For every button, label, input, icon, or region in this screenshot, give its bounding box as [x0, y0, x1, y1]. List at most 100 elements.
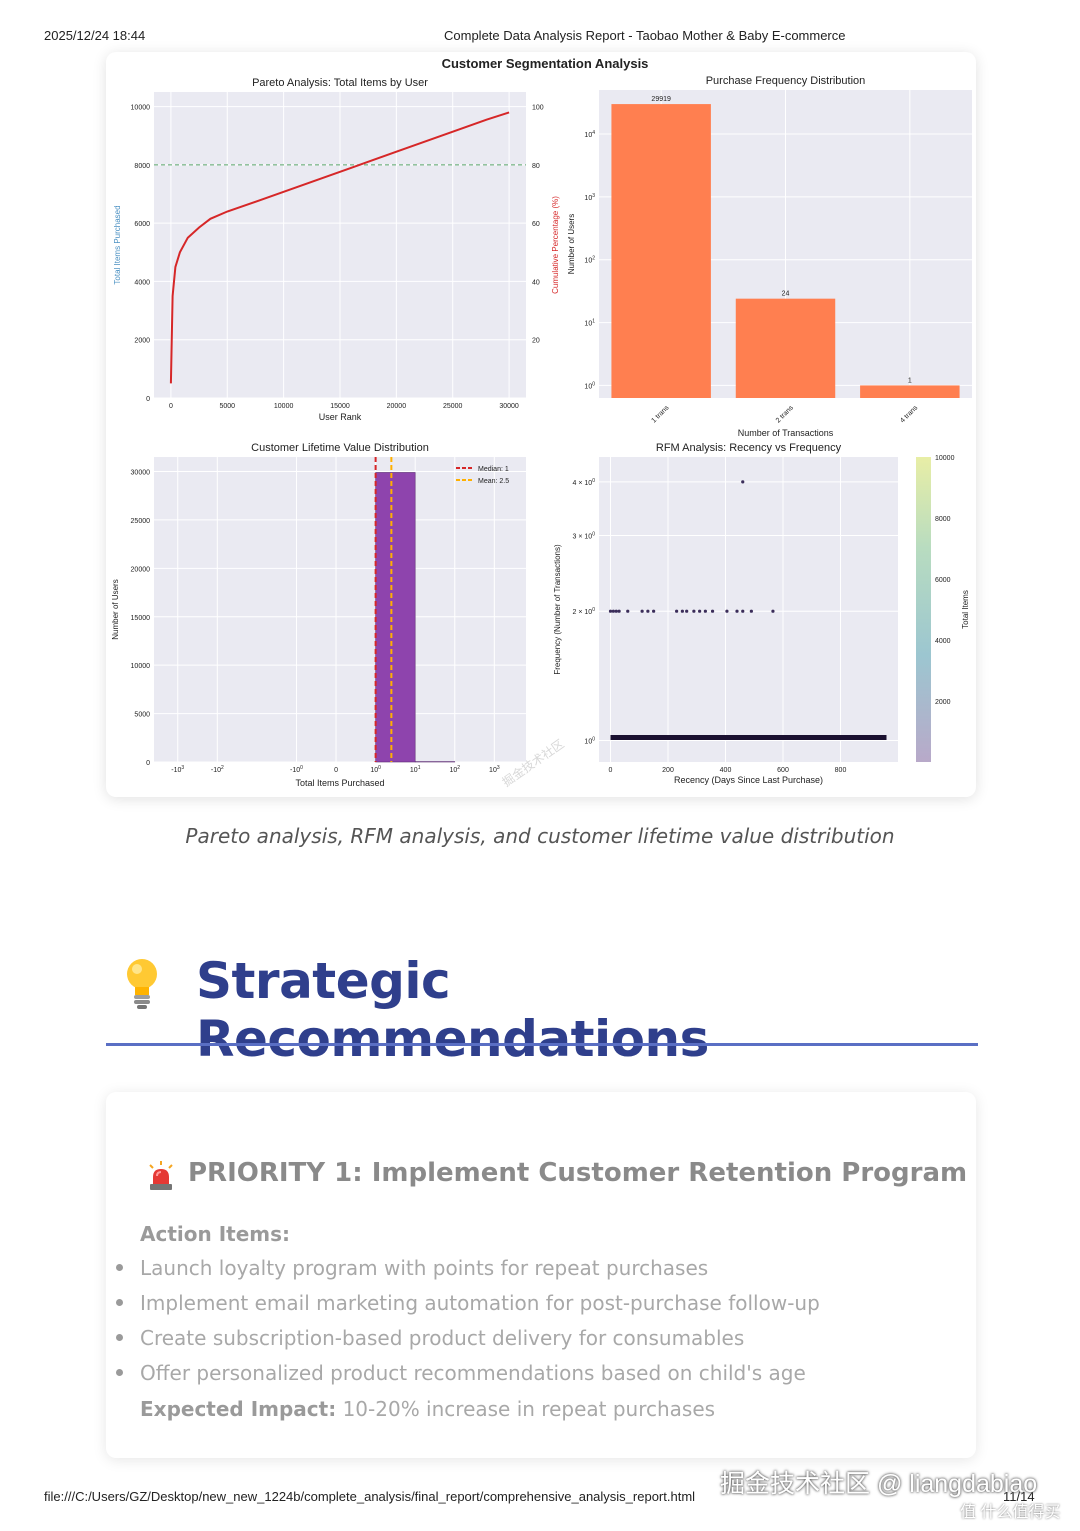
colorbar-tick-label: 4000	[935, 638, 951, 645]
y-tick-label: 0	[146, 396, 150, 403]
x-tick-label: 0	[169, 403, 173, 410]
priority-title: PRIORITY 1: Implement Customer Retention…	[188, 1158, 968, 1188]
bar	[735, 298, 836, 398]
y-axis-label: Total Items Purchased	[113, 205, 122, 284]
scatter-point	[652, 609, 656, 613]
action-item-text: Offer personalized product recommendatio…	[140, 1361, 806, 1385]
x-tick-label: 10000	[274, 403, 294, 410]
y-tick-label: 2 × 100	[573, 607, 596, 616]
section-title: Strategic Recommendations	[196, 952, 709, 1068]
scatter-point	[735, 609, 739, 613]
x-tick-label: -100	[290, 765, 303, 774]
plot-area	[154, 457, 526, 762]
colorbar-tick-label: 6000	[935, 577, 951, 584]
bar	[860, 385, 960, 398]
x-axis-label: Total Items Purchased	[295, 778, 384, 788]
y2-axis-label: Cumulative Percentage (%)	[551, 196, 560, 294]
bullet-icon	[116, 1264, 123, 1271]
y-tick-label: 0	[146, 760, 150, 767]
impact-label: Expected Impact:	[140, 1397, 337, 1421]
pareto-chart: 0 5000 10000 15000 20000 25000 30000 0 2000 4000 6…	[113, 77, 560, 422]
y2-tick-label: 100	[532, 105, 544, 112]
x-axis-label: Recency (Days Since Last Purchase)	[674, 775, 823, 785]
y-tick-label: 10000	[131, 663, 151, 670]
chart-title: RFM Analysis: Recency vs Frequency	[656, 442, 842, 454]
print-title: Complete Data Analysis Report - Taobao M…	[444, 28, 846, 43]
y-tick-label: 15000	[131, 615, 151, 622]
bullet-icon	[116, 1299, 123, 1306]
y-tick-label: 6000	[134, 221, 150, 228]
scatter-point	[614, 609, 618, 613]
colorbar-tick-label: 10000	[935, 455, 955, 462]
x-axis-label: User Rank	[319, 412, 362, 422]
x-tick-label: 103	[489, 765, 500, 774]
x-tick-label: 600	[777, 767, 789, 774]
segmentation-figure: Customer Segmentation Analysis 0 5000 1000…	[111, 56, 972, 789]
x-tick-label: -102	[211, 765, 224, 774]
y-tick-label: 5000	[134, 712, 150, 719]
x-tick-label: 15000	[330, 403, 350, 410]
y-tick-label: 3 × 100	[573, 532, 596, 541]
x-tick-label: 400	[720, 767, 732, 774]
y2-tick-label: 80	[532, 163, 540, 170]
action-item-text: Implement email marketing automation for…	[140, 1291, 820, 1315]
y-tick-label: 104	[584, 130, 595, 139]
scatter-point	[741, 609, 745, 613]
section-divider	[106, 1043, 978, 1046]
bar-data-label: 1	[908, 377, 912, 384]
x-tick-label: 100	[370, 765, 381, 774]
pareto-line	[169, 111, 510, 384]
action-items-label: Action Items:	[140, 1222, 290, 1246]
scatter-point	[626, 609, 630, 613]
plot-area	[599, 457, 898, 762]
page-number: 11/14	[1003, 1489, 1035, 1504]
y2-tick-label: 60	[532, 221, 540, 228]
scatter-point	[675, 609, 679, 613]
print-footer-path: file:///C:/Users/GZ/Desktop/new_new_1224…	[44, 1489, 696, 1504]
watermark-text: 掘金技术社区 @ liangdabiao	[720, 1470, 1038, 1498]
scatter-point	[710, 609, 715, 613]
colorbar-tick-label: 2000	[935, 699, 951, 706]
x-tick-label: 0	[334, 767, 338, 774]
y-axis-label: Number of Users	[111, 579, 120, 639]
colorbar-tick-label: 8000	[935, 516, 951, 523]
bullet-icon	[116, 1334, 123, 1341]
list-item: Launch loyalty program with points for r…	[116, 1256, 820, 1291]
y-tick-label: 102	[584, 256, 595, 265]
histogram-bar	[375, 472, 416, 763]
scatter-point	[703, 609, 707, 613]
scatter-point	[741, 480, 745, 484]
scatter-point	[725, 609, 729, 613]
legend-label: Median: 1	[478, 466, 509, 473]
scatter-point	[771, 609, 775, 613]
x-tick-label: 5000	[219, 403, 235, 410]
legend-label: Mean: 2.5	[478, 478, 509, 485]
scatter-point	[749, 609, 753, 613]
x-tick-label: 200	[662, 767, 674, 774]
list-item: Implement email marketing automation for…	[116, 1291, 820, 1326]
x-tick-label: 1 trans	[650, 404, 670, 424]
purchase-frequency-chart: 100 101 102 103 104 29919 1 trans 24 2 trans 1 4 t…	[567, 75, 972, 438]
figure-card: Customer Segmentation Analysis 0 5000 1000…	[106, 52, 976, 797]
y-axis-label: Number of Users	[567, 214, 576, 274]
siren-icon	[149, 1161, 173, 1190]
y-tick-label: 25000	[131, 518, 151, 525]
y-tick-label: 4000	[134, 279, 150, 286]
y-tick-label: 2000	[134, 338, 150, 345]
y-tick-label: 100	[584, 381, 595, 390]
bar-data-label: 24	[782, 291, 790, 298]
action-item-text: Launch loyalty program with points for r…	[140, 1256, 709, 1280]
scatter-point	[611, 609, 615, 613]
clv-distribution-chart: 0 5000 10000 15000 20000 25000 30000 -103 -102 -1…	[111, 442, 526, 788]
y-tick-label: 103	[584, 193, 595, 202]
scatter-point	[698, 609, 702, 613]
list-item: Offer personalized product recommendatio…	[116, 1361, 820, 1396]
y2-tick-label: 20	[532, 338, 540, 345]
bar-data-label: 29919	[651, 96, 671, 103]
y-tick-label: 10000	[131, 105, 151, 112]
x-tick-label: 25000	[443, 403, 463, 410]
bullet-icon	[116, 1369, 123, 1376]
x-tick-label: 101	[410, 765, 421, 774]
rfm-scatter-chart: 0 200 400 600 800 100 2 × 100 3 × 100 4 × 100 RFM…	[553, 442, 970, 785]
y2-tick-label: 40	[532, 279, 540, 286]
